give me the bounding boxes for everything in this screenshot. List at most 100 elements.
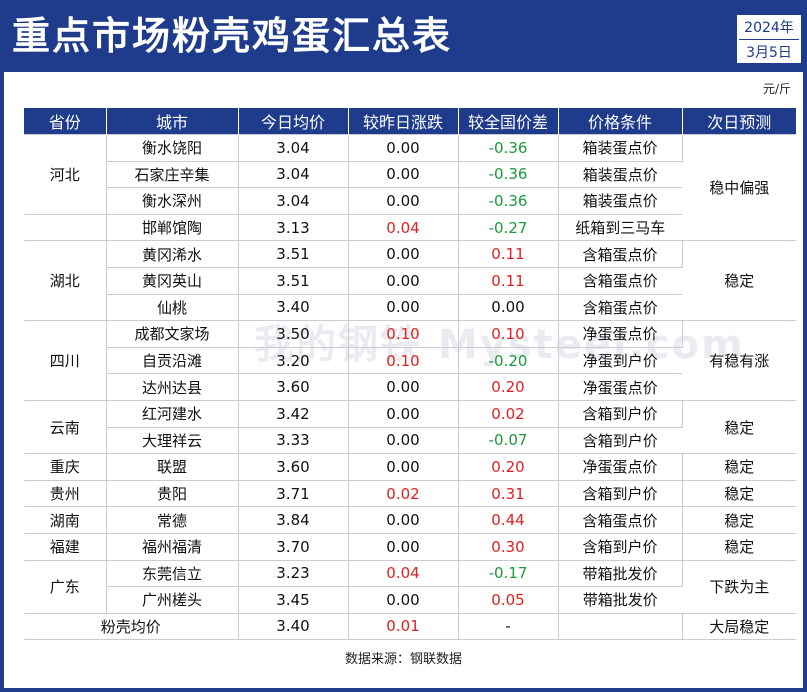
- condition-cell: 含箱蛋点价: [558, 293, 682, 321]
- date-year: 2024年: [744, 20, 794, 36]
- table-row: 云南 红河建水 3.42 0.00 0.02 含箱到户价 稳定: [24, 399, 796, 454]
- price-cell: 3.60: [238, 453, 349, 481]
- change-cell: 0.00: [348, 453, 459, 481]
- forecast-cell: 有稳有涨: [682, 320, 796, 401]
- forecast-cell: 稳定: [682, 506, 796, 534]
- diff-cell: -0.07: [458, 426, 559, 454]
- change-cell: 0.04: [348, 213, 459, 241]
- price-cell: 3.20: [238, 346, 349, 374]
- table-row: 重庆 联盟 3.60 0.00 0.20 净蛋蛋点价 稳定: [24, 453, 796, 481]
- table-row: 黄冈英山 3.51 0.00 0.11 含箱蛋点价: [24, 266, 796, 295]
- forecast-cell: 稳定: [682, 532, 796, 560]
- forecast-cell: 下跌为主: [682, 559, 796, 614]
- col-header: 较昨日涨跌: [347, 108, 458, 135]
- province-cell: 云南: [24, 399, 107, 454]
- diff-cell: -0.20: [458, 346, 559, 374]
- price-cell: 3.60: [238, 373, 349, 401]
- change-cell: 0.00: [348, 506, 459, 534]
- change-cell: 0.02: [348, 479, 459, 507]
- col-header: 价格条件: [557, 108, 682, 135]
- diff-cell: -0.17: [458, 559, 559, 587]
- diff-cell: 0.20: [458, 373, 559, 401]
- change-cell: 0.00: [348, 187, 459, 215]
- col-header: 次日预测: [681, 108, 796, 135]
- summary-label: 粉壳均价: [24, 612, 239, 641]
- condition-cell: 含箱蛋点价: [558, 266, 682, 295]
- province-cell: 重庆: [24, 453, 107, 481]
- change-cell: 0.00: [348, 586, 459, 614]
- price-cell: 3.04: [238, 160, 349, 188]
- change-cell: 0.00: [348, 399, 459, 428]
- condition-cell: 含箱到户价: [558, 532, 683, 560]
- diff-cell: 0.11: [458, 266, 559, 295]
- province-cell: 湖南: [24, 506, 107, 534]
- condition-cell: 带箱批发价: [558, 586, 682, 614]
- summary-change: 0.01: [348, 612, 459, 641]
- forecast-cell: 稳中偏强: [682, 133, 796, 241]
- price-cell: 3.51: [238, 266, 349, 295]
- price-cell: 3.51: [238, 240, 349, 268]
- province-cell: 广东: [24, 559, 107, 614]
- change-cell: 0.10: [348, 346, 459, 374]
- price-cell: 3.45: [238, 586, 349, 614]
- data-source: 数据来源：钢联数据: [344, 652, 462, 667]
- city-cell: 联盟: [106, 453, 239, 481]
- diff-cell: -0.36: [458, 134, 559, 162]
- table-row: 大理祥云 3.33 0.00 -0.07 含箱到户价: [24, 426, 796, 454]
- price-cell: 3.70: [238, 532, 349, 560]
- condition-cell: 箱装蛋点价: [558, 187, 682, 215]
- province-cell: 河北: [24, 134, 107, 215]
- province-cell: 福建: [24, 532, 107, 560]
- province-cell: 贵州: [24, 479, 107, 507]
- province-cell: 湖北: [24, 240, 107, 321]
- city-cell: 黄冈英山: [106, 266, 239, 295]
- city-cell: 常德: [106, 506, 239, 534]
- diff-cell: -0.36: [458, 160, 559, 188]
- city-cell: 自贡沿滩: [106, 346, 239, 374]
- condition-cell: 净蛋到户价: [558, 346, 682, 374]
- diff-cell: 0.31: [458, 479, 559, 507]
- summary-price: 3.40: [238, 612, 349, 641]
- table-row: 仙桃 3.40 0.00 0.00 含箱蛋点价: [24, 293, 796, 321]
- price-cell: 3.40: [238, 293, 349, 321]
- price-cell: 3.33: [238, 426, 349, 454]
- province-cell: [24, 213, 107, 241]
- city-cell: 石家庄辛集: [106, 160, 239, 188]
- city-cell: 红河建水: [106, 399, 239, 428]
- table-row: 湖北 黄冈浠水 3.51 0.00 0.11 含箱蛋点价 稳定: [24, 240, 796, 321]
- city-cell: 衡水饶阳: [106, 134, 239, 162]
- table-row: 广东 东莞信立 3.23 0.04 -0.17 带箱批发价 下跌为主: [24, 559, 796, 614]
- header-banner: 重点市场粉壳鸡蛋汇总表 2024年 3月5日: [0, 0, 807, 72]
- condition-cell: 含箱到户价: [558, 479, 683, 507]
- city-cell: 福州福清: [106, 532, 239, 560]
- change-cell: 0.00: [348, 373, 459, 401]
- change-cell: 0.00: [348, 532, 459, 560]
- condition-cell: 箱装蛋点价: [558, 134, 683, 162]
- change-cell: 0.00: [348, 240, 459, 268]
- table-row: 达州达县 3.60 0.00 0.20 净蛋蛋点价: [24, 373, 796, 401]
- diff-cell: 0.44: [458, 506, 559, 534]
- city-cell: 贵阳: [106, 479, 239, 507]
- summary-forecast: 大局稳定: [682, 612, 796, 641]
- change-cell: 0.00: [348, 266, 459, 295]
- condition-cell: 含箱到户价: [558, 426, 682, 454]
- diff-cell: -0.36: [458, 187, 559, 215]
- table-row: 河北 衡水饶阳 3.04 0.00 -0.36 箱装蛋点价 稳中偏强: [24, 133, 796, 241]
- table-row: 四川 成都文家场 3.50 0.10 0.10 净蛋蛋点价 有稳有涨: [24, 320, 796, 401]
- diff-cell: 0.11: [458, 240, 559, 268]
- city-cell: 黄冈浠水: [106, 240, 239, 268]
- price-cell: 3.84: [238, 506, 349, 534]
- change-cell: 0.00: [348, 160, 459, 188]
- col-header: 较全国价差: [457, 108, 558, 135]
- condition-cell: 净蛋蛋点价: [558, 453, 683, 481]
- diff-cell: 0.30: [458, 532, 559, 560]
- col-header: 城市: [105, 108, 238, 135]
- condition-cell: 含箱蛋点价: [558, 240, 683, 268]
- table-row: 湖南 常德 3.84 0.00 0.44 含箱蛋点价 稳定: [24, 506, 796, 534]
- table-row: 邯郸馆陶 3.13 0.04 -0.27 纸箱到三马车: [24, 213, 796, 241]
- price-cell: 3.23: [238, 559, 349, 587]
- diff-cell: -0.27: [458, 213, 559, 241]
- condition-cell: 含箱到户价: [558, 399, 683, 428]
- summary-row: 粉壳均价 3.40 0.01- 大局稳定: [24, 612, 796, 641]
- table-panel: 元/斤 我的钢铁 Mysteel.com 省份 城市 今日均价 较昨日涨跌 较全…: [4, 72, 803, 688]
